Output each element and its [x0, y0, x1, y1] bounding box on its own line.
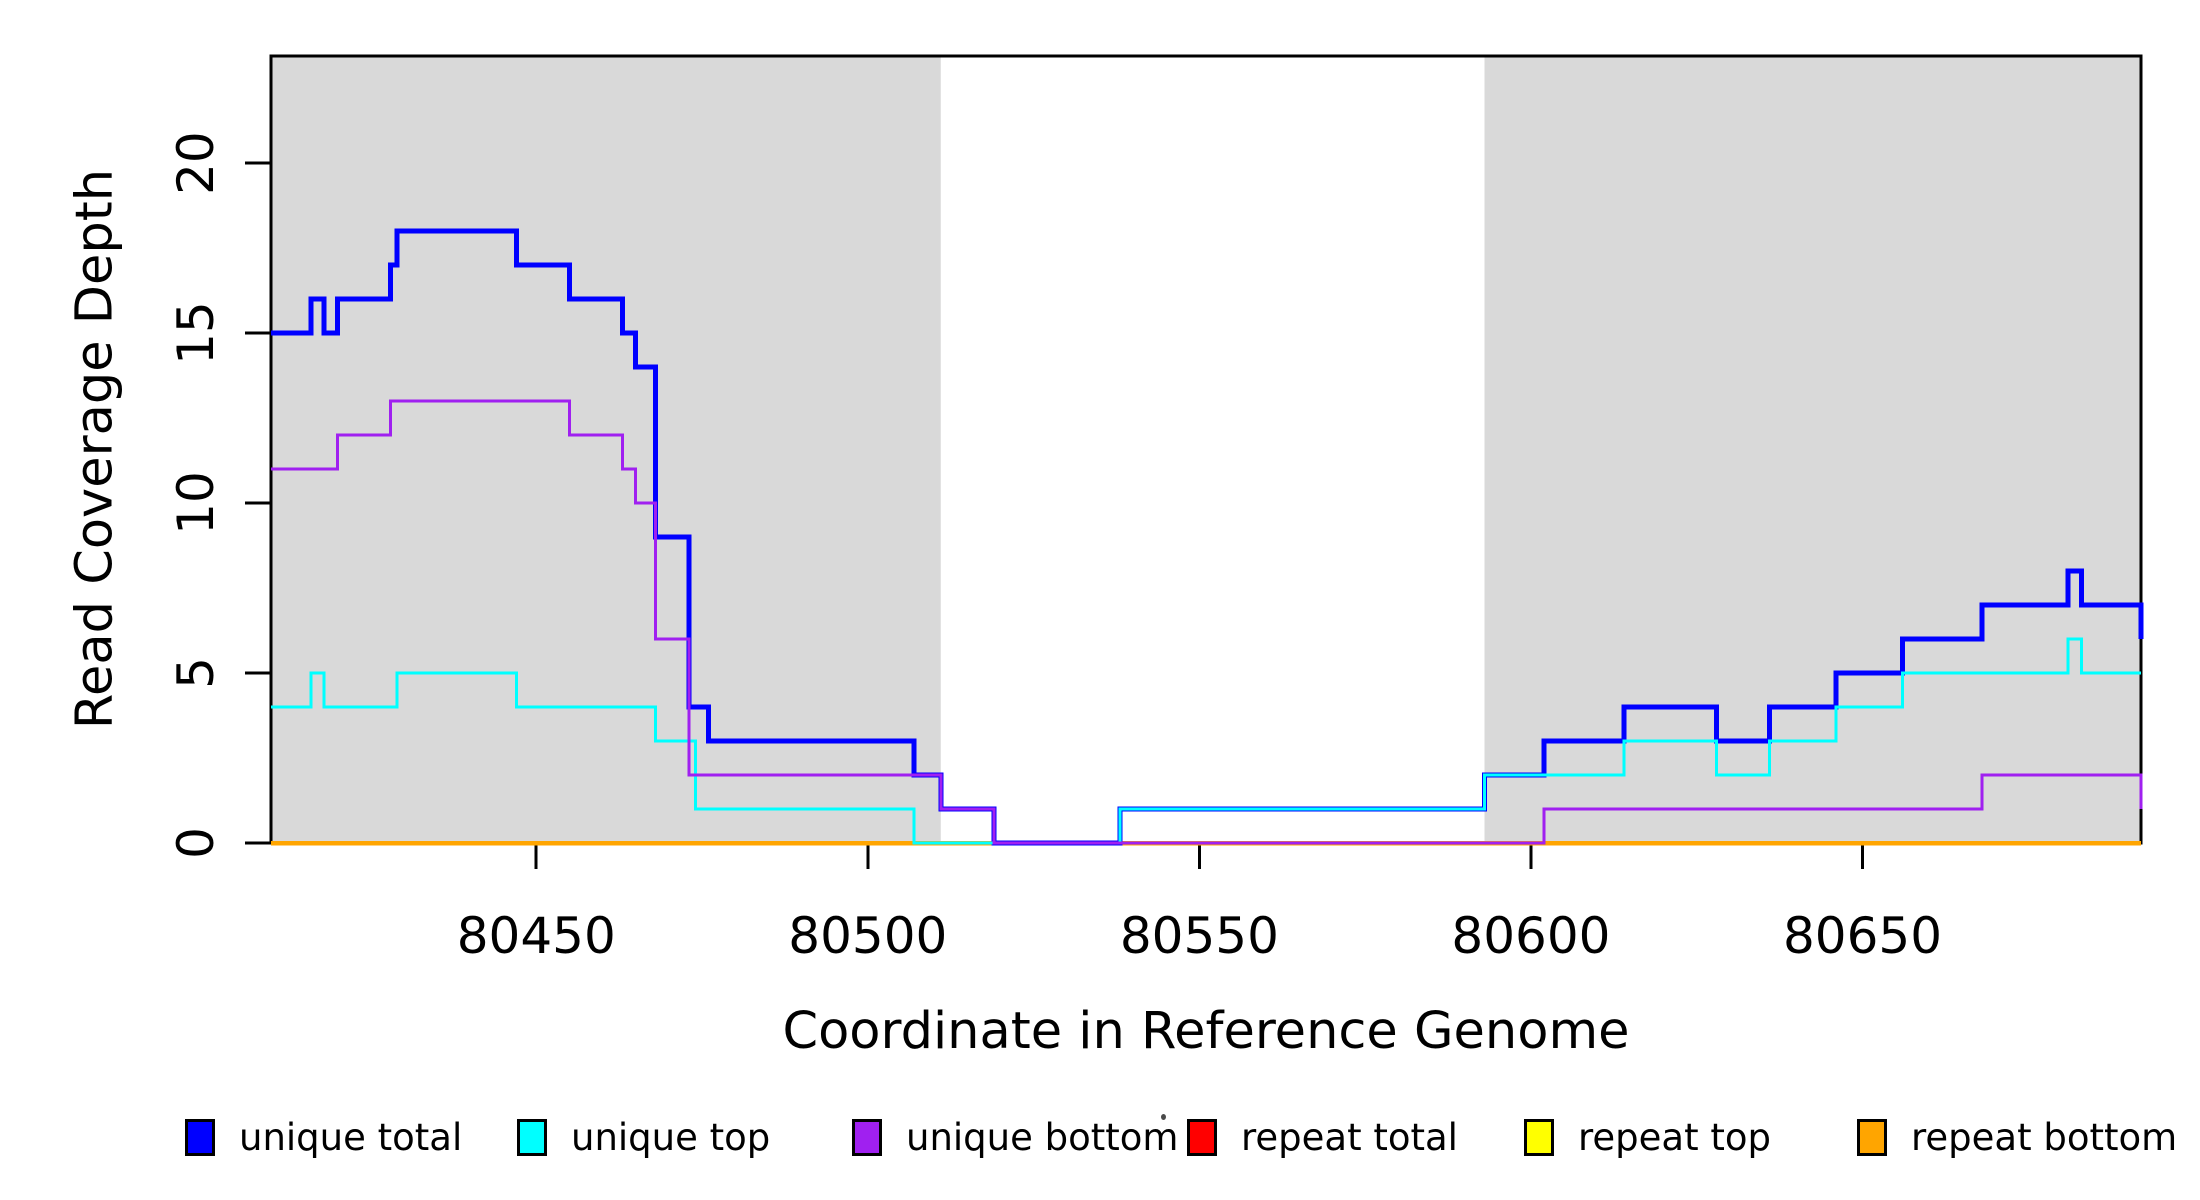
legend-item-unique-top: unique top	[517, 1115, 771, 1159]
legend-item-repeat-top: repeat top	[1524, 1115, 1771, 1159]
x-tick-label: 80500	[788, 907, 947, 965]
y-tick-label: 10	[167, 471, 225, 535]
y-tick-label: 0	[167, 827, 225, 859]
legend-label: repeat total	[1241, 1115, 1458, 1159]
legend-label: unique total	[239, 1115, 463, 1159]
x-axis-title: Coordinate in Reference Genome	[782, 1002, 1630, 1061]
series-line-unique-bottom	[271, 399, 2143, 845]
repeat-top-swatch	[1524, 1118, 1554, 1156]
shaded-region	[1484, 56, 2141, 843]
unique-top-swatch	[517, 1118, 547, 1156]
x-tick-label: 80650	[1783, 907, 1942, 965]
y-tick-label: 20	[167, 131, 225, 195]
y-tick-label: 5	[167, 657, 225, 689]
legend-label: unique top	[571, 1115, 771, 1159]
repeat-total-swatch	[1187, 1118, 1217, 1156]
legend-label: unique bottom	[906, 1115, 1179, 1159]
unique-total-swatch	[185, 1118, 215, 1156]
legend-item-repeat-total: repeat total	[1187, 1115, 1458, 1159]
legend-item-repeat-bottom: repeat bottom	[1857, 1115, 2178, 1159]
x-tick-label: 80450	[457, 907, 616, 965]
legend-label: repeat bottom	[1911, 1115, 2178, 1159]
x-tick-label: 80550	[1120, 907, 1279, 965]
y-tick-label: 15	[167, 301, 225, 365]
unique-bottom-swatch	[852, 1118, 882, 1156]
x-tick-label: 80600	[1451, 907, 1610, 965]
shaded-region	[271, 56, 941, 843]
series-line-unique-top	[271, 637, 2141, 845]
legend-item-unique-total: unique total	[185, 1115, 463, 1159]
stray-dot	[1161, 1114, 1166, 1120]
repeat-bottom-swatch	[1857, 1118, 1887, 1156]
legend-item-unique-bottom: unique bottom	[852, 1115, 1179, 1159]
legend-label: repeat top	[1578, 1115, 1771, 1159]
